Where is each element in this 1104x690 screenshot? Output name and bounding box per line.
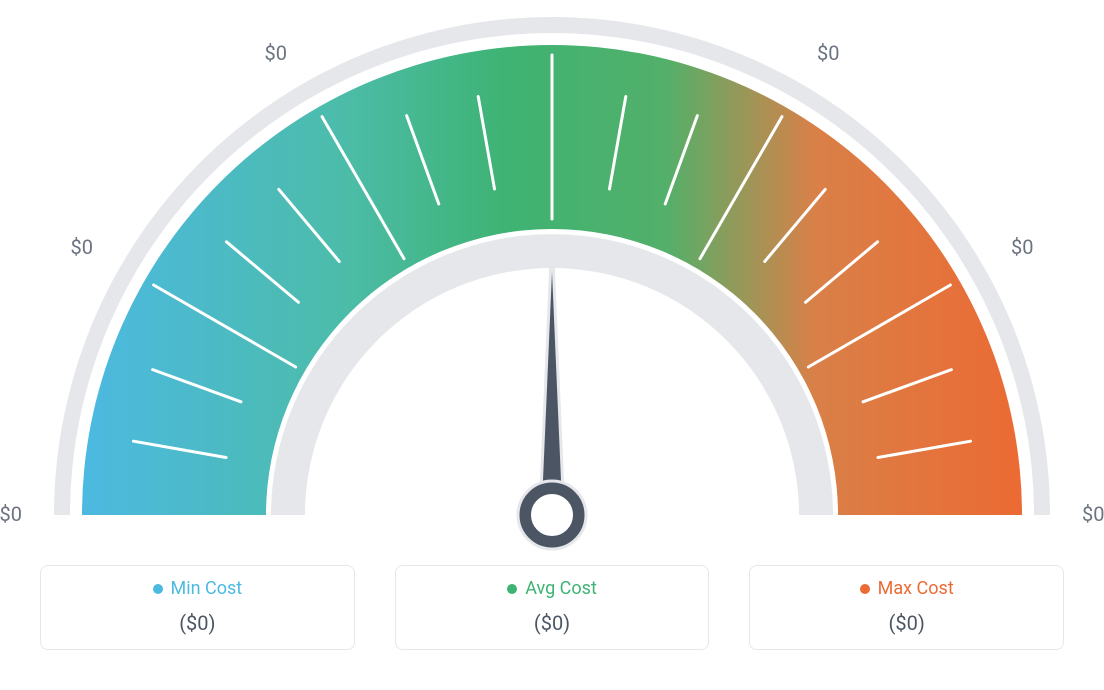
legend-value-avg: ($0): [412, 611, 693, 635]
legend-title-avg: Avg Cost: [507, 578, 597, 599]
legend-dot-avg: [507, 584, 517, 594]
legend-value-max: ($0): [766, 611, 1047, 635]
legend-card-min: Min Cost ($0): [40, 565, 355, 650]
legend-card-avg: Avg Cost ($0): [395, 565, 710, 650]
gauge-chart: $0$0$0$0$0$0$0: [0, 0, 1104, 555]
legend-label-min: Min Cost: [171, 578, 243, 599]
legend-label-max: Max Cost: [878, 578, 954, 599]
svg-text:$0: $0: [817, 41, 839, 65]
svg-text:$0: $0: [0, 502, 22, 526]
svg-text:$0: $0: [265, 41, 287, 65]
legend-row: Min Cost ($0) Avg Cost ($0) Max Cost ($0…: [0, 555, 1104, 650]
svg-text:$0: $0: [1082, 502, 1104, 526]
gauge-container: $0$0$0$0$0$0$0: [0, 0, 1104, 555]
legend-card-max: Max Cost ($0): [749, 565, 1064, 650]
legend-title-max: Max Cost: [860, 578, 954, 599]
legend-title-min: Min Cost: [153, 578, 243, 599]
legend-dot-max: [860, 584, 870, 594]
legend-label-avg: Avg Cost: [525, 578, 597, 599]
legend-value-min: ($0): [57, 611, 338, 635]
legend-dot-min: [153, 584, 163, 594]
svg-text:$0: $0: [71, 235, 93, 259]
svg-text:$0: $0: [1011, 235, 1033, 259]
